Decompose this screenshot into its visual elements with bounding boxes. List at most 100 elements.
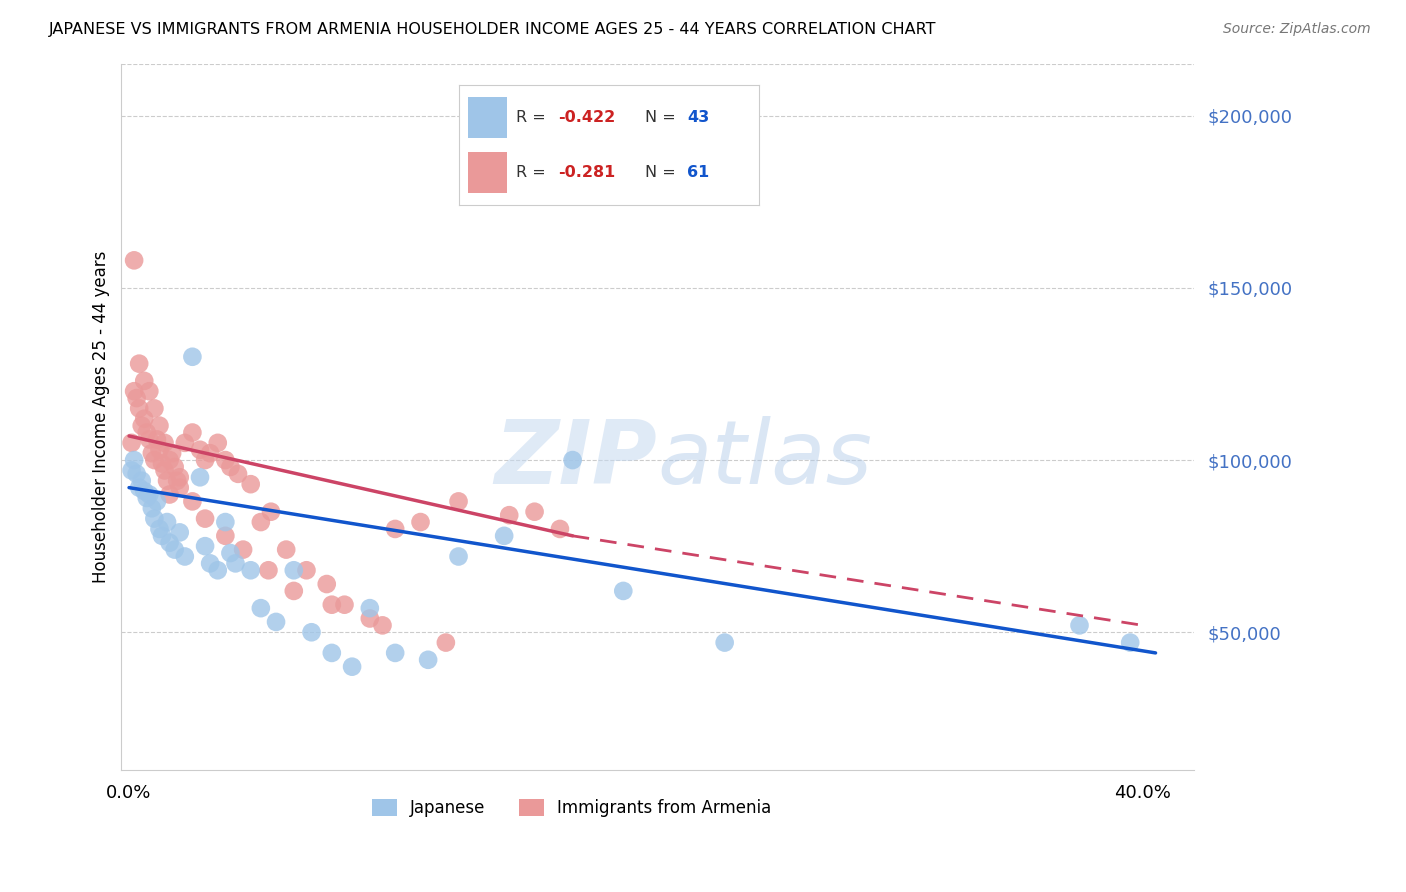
Point bbox=[138, 384, 160, 399]
Point bbox=[188, 470, 211, 484]
Point bbox=[121, 463, 143, 477]
Point bbox=[214, 515, 236, 529]
Point bbox=[150, 457, 173, 471]
Point bbox=[166, 474, 188, 488]
Point bbox=[173, 549, 195, 564]
Point bbox=[122, 384, 145, 399]
Point bbox=[295, 563, 318, 577]
Point bbox=[188, 442, 211, 457]
Point bbox=[224, 557, 246, 571]
Point bbox=[1119, 635, 1142, 649]
Point bbox=[409, 515, 432, 529]
Point bbox=[146, 494, 169, 508]
Point bbox=[523, 505, 546, 519]
Point bbox=[416, 653, 439, 667]
Point bbox=[121, 435, 143, 450]
Point bbox=[219, 459, 242, 474]
Point bbox=[283, 563, 305, 577]
Point bbox=[143, 453, 166, 467]
Point bbox=[264, 615, 287, 629]
Point bbox=[156, 474, 179, 488]
Point bbox=[257, 563, 280, 577]
Point bbox=[276, 542, 298, 557]
Point bbox=[138, 487, 160, 501]
Text: ZIP: ZIP bbox=[495, 416, 658, 503]
Point bbox=[135, 425, 157, 440]
Point bbox=[159, 535, 181, 549]
Point bbox=[214, 529, 236, 543]
Point bbox=[134, 484, 156, 499]
Point bbox=[163, 459, 186, 474]
Point bbox=[219, 546, 242, 560]
Point bbox=[494, 529, 516, 543]
Point bbox=[131, 418, 153, 433]
Point bbox=[239, 477, 262, 491]
Point bbox=[134, 374, 156, 388]
Point bbox=[122, 253, 145, 268]
Point bbox=[148, 522, 170, 536]
Point bbox=[260, 505, 283, 519]
Point bbox=[173, 435, 195, 450]
Point bbox=[153, 435, 176, 450]
Point bbox=[283, 583, 305, 598]
Point bbox=[340, 659, 363, 673]
Point bbox=[181, 350, 204, 364]
Point bbox=[160, 446, 183, 460]
Point bbox=[561, 453, 583, 467]
Point bbox=[239, 563, 262, 577]
Text: atlas: atlas bbox=[658, 417, 872, 502]
Point bbox=[1069, 618, 1091, 632]
Point bbox=[169, 525, 191, 540]
Point bbox=[146, 433, 169, 447]
Point bbox=[315, 577, 337, 591]
Point bbox=[194, 539, 217, 553]
Point bbox=[153, 463, 176, 477]
Point bbox=[333, 598, 356, 612]
Point bbox=[159, 487, 181, 501]
Point bbox=[181, 425, 204, 440]
Point bbox=[359, 611, 381, 625]
Point bbox=[359, 601, 381, 615]
Point bbox=[321, 598, 343, 612]
Point bbox=[143, 401, 166, 416]
Point bbox=[143, 511, 166, 525]
Point bbox=[141, 446, 163, 460]
Point bbox=[128, 481, 150, 495]
Y-axis label: Householder Income Ages 25 - 44 years: Householder Income Ages 25 - 44 years bbox=[93, 251, 110, 583]
Point bbox=[713, 635, 735, 649]
Point bbox=[125, 467, 148, 481]
Point bbox=[384, 522, 406, 536]
Point bbox=[250, 515, 273, 529]
Point bbox=[301, 625, 323, 640]
Point bbox=[148, 418, 170, 433]
Point bbox=[131, 474, 153, 488]
Text: Source: ZipAtlas.com: Source: ZipAtlas.com bbox=[1223, 22, 1371, 37]
Point bbox=[612, 583, 634, 598]
Point bbox=[371, 618, 394, 632]
Point bbox=[156, 515, 179, 529]
Point bbox=[134, 411, 156, 425]
Point bbox=[135, 491, 157, 505]
Point bbox=[122, 453, 145, 467]
Point bbox=[198, 446, 221, 460]
Point bbox=[163, 542, 186, 557]
Point bbox=[214, 453, 236, 467]
Point bbox=[447, 494, 470, 508]
Point bbox=[321, 646, 343, 660]
Point bbox=[169, 470, 191, 484]
Point bbox=[181, 494, 204, 508]
Point bbox=[159, 453, 181, 467]
Point bbox=[447, 549, 470, 564]
Text: JAPANESE VS IMMIGRANTS FROM ARMENIA HOUSEHOLDER INCOME AGES 25 - 44 YEARS CORREL: JAPANESE VS IMMIGRANTS FROM ARMENIA HOUS… bbox=[49, 22, 936, 37]
Point bbox=[125, 391, 148, 405]
Point bbox=[498, 508, 520, 523]
Point bbox=[232, 542, 254, 557]
Point bbox=[194, 453, 217, 467]
Point bbox=[207, 563, 229, 577]
Point bbox=[226, 467, 249, 481]
Legend: Japanese, Immigrants from Armenia: Japanese, Immigrants from Armenia bbox=[364, 790, 780, 825]
Point bbox=[128, 401, 150, 416]
Point bbox=[128, 357, 150, 371]
Point bbox=[548, 522, 571, 536]
Point bbox=[138, 433, 160, 447]
